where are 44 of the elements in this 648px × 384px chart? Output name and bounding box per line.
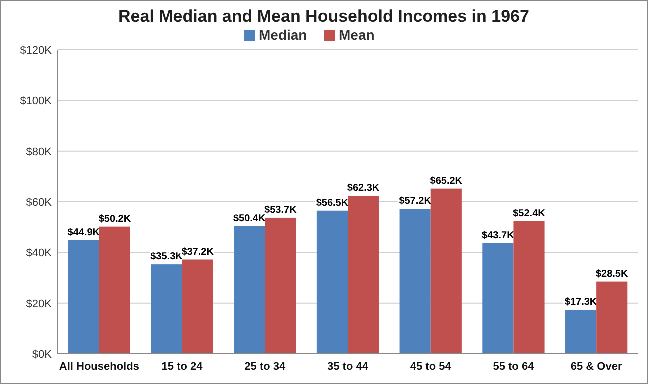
bar [348,196,380,354]
data-label: $62.3K [347,183,380,194]
data-label: $52.4K [513,208,546,220]
bar [482,243,514,354]
y-tick-label: $100K [20,96,53,108]
x-tick-label: 55 to 64 [493,361,536,373]
data-label: $37.2K [182,246,215,258]
data-label: $65.2K [430,176,464,187]
data-label: $43.7K [482,230,516,242]
x-tick-label: All Households [59,361,140,373]
y-tick-label: $80K [26,146,53,158]
x-tick-label: 25 to 34 [244,361,287,373]
data-label: $57.2K [399,196,432,208]
bar [514,221,545,354]
bar [182,260,214,354]
bar [596,282,628,354]
x-tick-label: 45 to 54 [410,361,452,373]
data-label: $44.9K [68,227,101,238]
bar [234,226,266,354]
data-label: $50.2K [98,214,132,225]
y-tick-label: $0K [32,349,53,361]
legend-label: Median [259,27,308,43]
chart-title: Real Median and Mean Household Incomes in 1967 [118,7,530,26]
y-tick-label: $40K [26,248,53,260]
bar [68,240,100,354]
bar [430,188,462,354]
bar [265,218,296,354]
data-label: $50.4K [233,213,267,224]
y-tick-label: $120K [20,45,53,57]
y-tick-label: $60K [26,197,53,209]
data-label: $56.5K [316,198,350,209]
legend-label: Mean [339,27,375,43]
data-label: $35.3K [150,252,184,263]
x-tick-label: 15 to 24 [162,361,204,373]
bar [316,210,348,354]
y-tick-label: $20K [26,298,53,310]
data-label: $28.5K [596,268,630,280]
x-tick-label: 35 to 44 [328,361,370,373]
bar [400,209,431,354]
data-label: $53.7K [264,204,298,216]
x-tick-label: 65 & Over [570,361,623,373]
bar [566,310,597,354]
bar [99,226,130,354]
bar [151,264,182,354]
